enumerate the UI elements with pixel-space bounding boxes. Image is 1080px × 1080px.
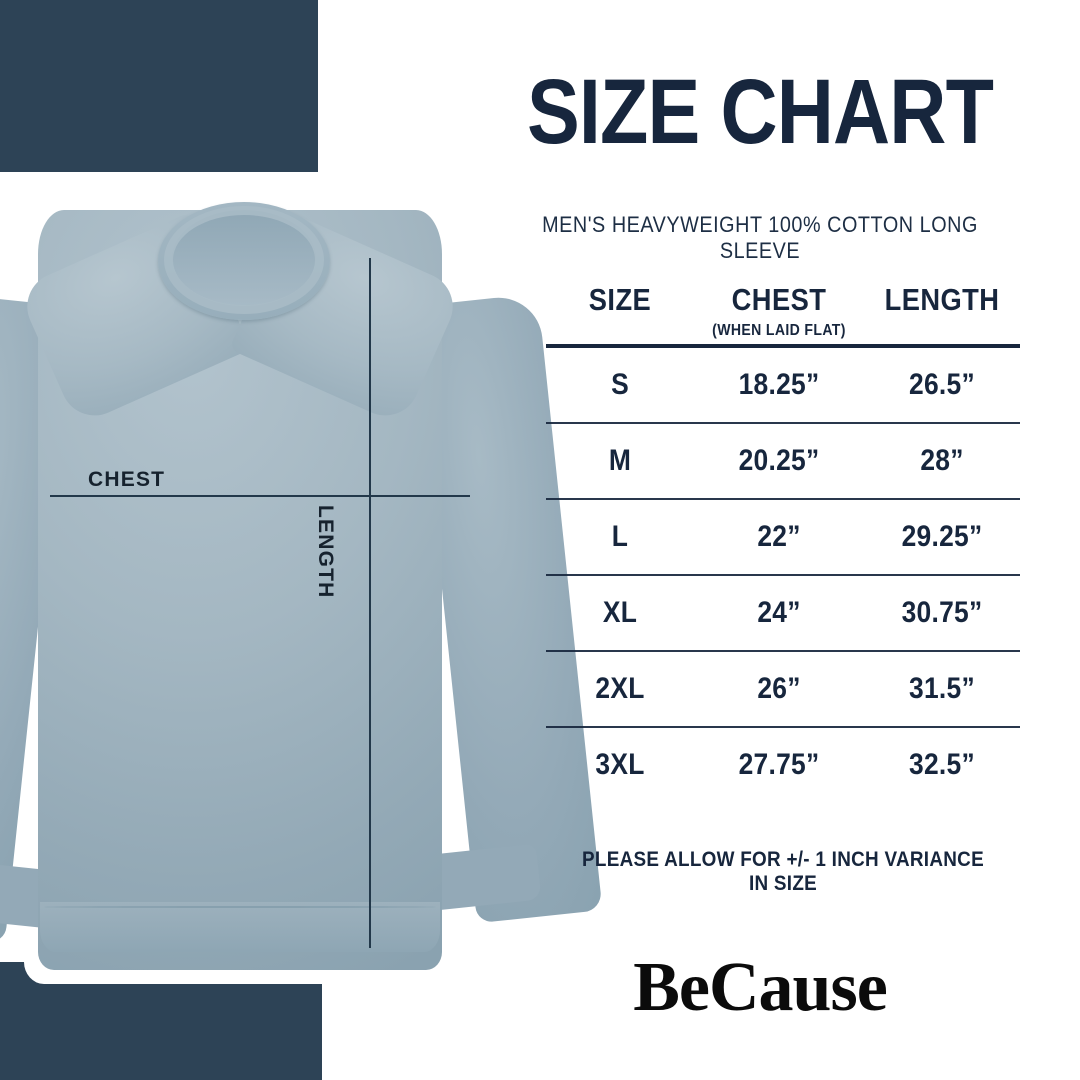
cell-length: 31.5” <box>909 672 975 705</box>
chest-measure-line <box>50 495 470 497</box>
page-title: SIZE CHART <box>526 61 994 163</box>
table-row: S 18.25” 26.5” <box>546 348 1020 422</box>
cell-length: 26.5” <box>909 368 975 401</box>
cell-chest: 20.25” <box>738 444 820 477</box>
table-row: M 20.25” 28” <box>546 424 1020 498</box>
table-row-divider <box>546 726 1020 728</box>
chest-measure-label: CHEST <box>88 468 166 491</box>
cell-size: S <box>611 368 629 401</box>
size-table: SIZE CHEST (WHEN LAID FLAT) LENGTH S 18.… <box>546 282 1020 802</box>
cell-length: 28” <box>920 444 964 477</box>
column-header-size: SIZE <box>588 282 652 317</box>
table-header-rule <box>546 344 1020 348</box>
table-header-row: SIZE CHEST (WHEN LAID FLAT) LENGTH <box>546 282 1020 344</box>
navy-accent-block-top <box>0 0 318 172</box>
column-header-chest-note: (WHEN LAID FLAT) <box>712 322 846 339</box>
column-header-chest-label: CHEST <box>731 282 827 317</box>
length-measure-label: LENGTH <box>314 505 337 599</box>
cell-chest: 24” <box>757 596 801 629</box>
table-row: 3XL 27.75” 32.5” <box>546 728 1020 802</box>
cell-chest: 27.75” <box>738 748 820 781</box>
brand-logo: BeCause <box>633 949 888 1026</box>
table-row: XL 24” 30.75” <box>546 576 1020 650</box>
hem-band <box>40 902 440 952</box>
table-row-divider <box>546 422 1020 424</box>
page-subtitle: MEN'S HEAVYWEIGHT 100% COTTON LONG SLEEV… <box>542 212 978 263</box>
garment-photo <box>0 150 622 984</box>
cell-length: 29.25” <box>901 520 983 553</box>
cell-chest: 22” <box>757 520 801 553</box>
cell-chest: 26” <box>757 672 801 705</box>
cell-length: 32.5” <box>909 748 975 781</box>
cell-size: 3XL <box>595 748 645 781</box>
table-row-divider <box>546 498 1020 500</box>
cell-size: XL <box>602 596 638 629</box>
table-row-divider <box>546 650 1020 652</box>
table-row-divider <box>546 574 1020 576</box>
cell-size: L <box>611 520 629 553</box>
cell-size: M <box>608 444 632 477</box>
collar-rib <box>164 206 324 314</box>
hem-stitch-line <box>44 906 436 908</box>
variance-note: PLEASE ALLOW FOR +/- 1 INCH VARIANCE IN … <box>582 848 984 895</box>
cell-chest: 18.25” <box>738 368 820 401</box>
table-row: 2XL 26” 31.5” <box>546 652 1020 726</box>
chart-panel: SIZE CHART MEN'S HEAVYWEIGHT 100% COTTON… <box>480 0 1080 1080</box>
cell-size: 2XL <box>595 672 645 705</box>
table-row: L 22” 29.25” <box>546 500 1020 574</box>
column-header-chest: CHEST (WHEN LAID FLAT) <box>704 282 854 340</box>
column-header-length: LENGTH <box>884 282 1000 317</box>
length-measure-line <box>369 258 371 948</box>
cell-length: 30.75” <box>901 596 983 629</box>
